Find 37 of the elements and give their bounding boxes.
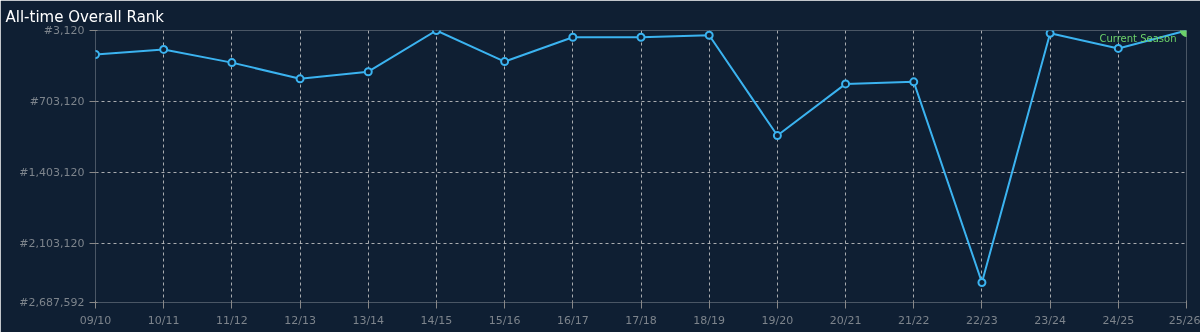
x-tick-label: 25/26 — [1168, 313, 1200, 327]
y-tick-label: #1,403,120 — [19, 165, 85, 179]
x-tick-label: 15/16 — [488, 313, 521, 327]
point — [568, 32, 578, 42]
x-tick-label: 11/12 — [216, 313, 248, 327]
x-tick-label: 16/17 — [556, 313, 589, 327]
x-tick-label: 12/13 — [284, 313, 316, 327]
x-tick-label: 13/14 — [352, 313, 385, 327]
point — [841, 79, 851, 89]
x-tick-label: 19/20 — [761, 313, 794, 327]
point — [159, 44, 169, 54]
chart-title: All-time Overall Rank — [5, 7, 165, 26]
point — [1045, 30, 1055, 38]
x-tick-label: 17/18 — [625, 313, 657, 327]
y-tick-label: #3,120 — [43, 24, 85, 37]
point — [704, 30, 714, 40]
x-tick-label: 20/21 — [829, 313, 862, 327]
x-tick-label: 22/23 — [966, 313, 998, 327]
point — [772, 131, 782, 141]
y-tick-label: #2,103,120 — [19, 236, 85, 250]
point — [295, 74, 305, 84]
x-tick-label: 18/19 — [693, 313, 726, 327]
x-tick-label: 09/10 — [79, 313, 112, 327]
point — [500, 57, 510, 67]
x-tick-label: 10/11 — [147, 313, 180, 327]
point — [1113, 43, 1123, 53]
x-tick-label: 21/22 — [897, 313, 930, 327]
point — [227, 58, 237, 68]
point — [636, 32, 646, 42]
point — [909, 77, 919, 87]
y-tick-label: #703,120 — [29, 94, 85, 108]
x-tick-label: 24/25 — [1102, 313, 1135, 327]
x-tick-label: 14/15 — [420, 313, 453, 327]
point — [363, 67, 373, 77]
x-tick-label: 23/24 — [1034, 313, 1066, 327]
y-tick-label: #2,687,592 — [19, 296, 85, 309]
point — [977, 277, 987, 287]
